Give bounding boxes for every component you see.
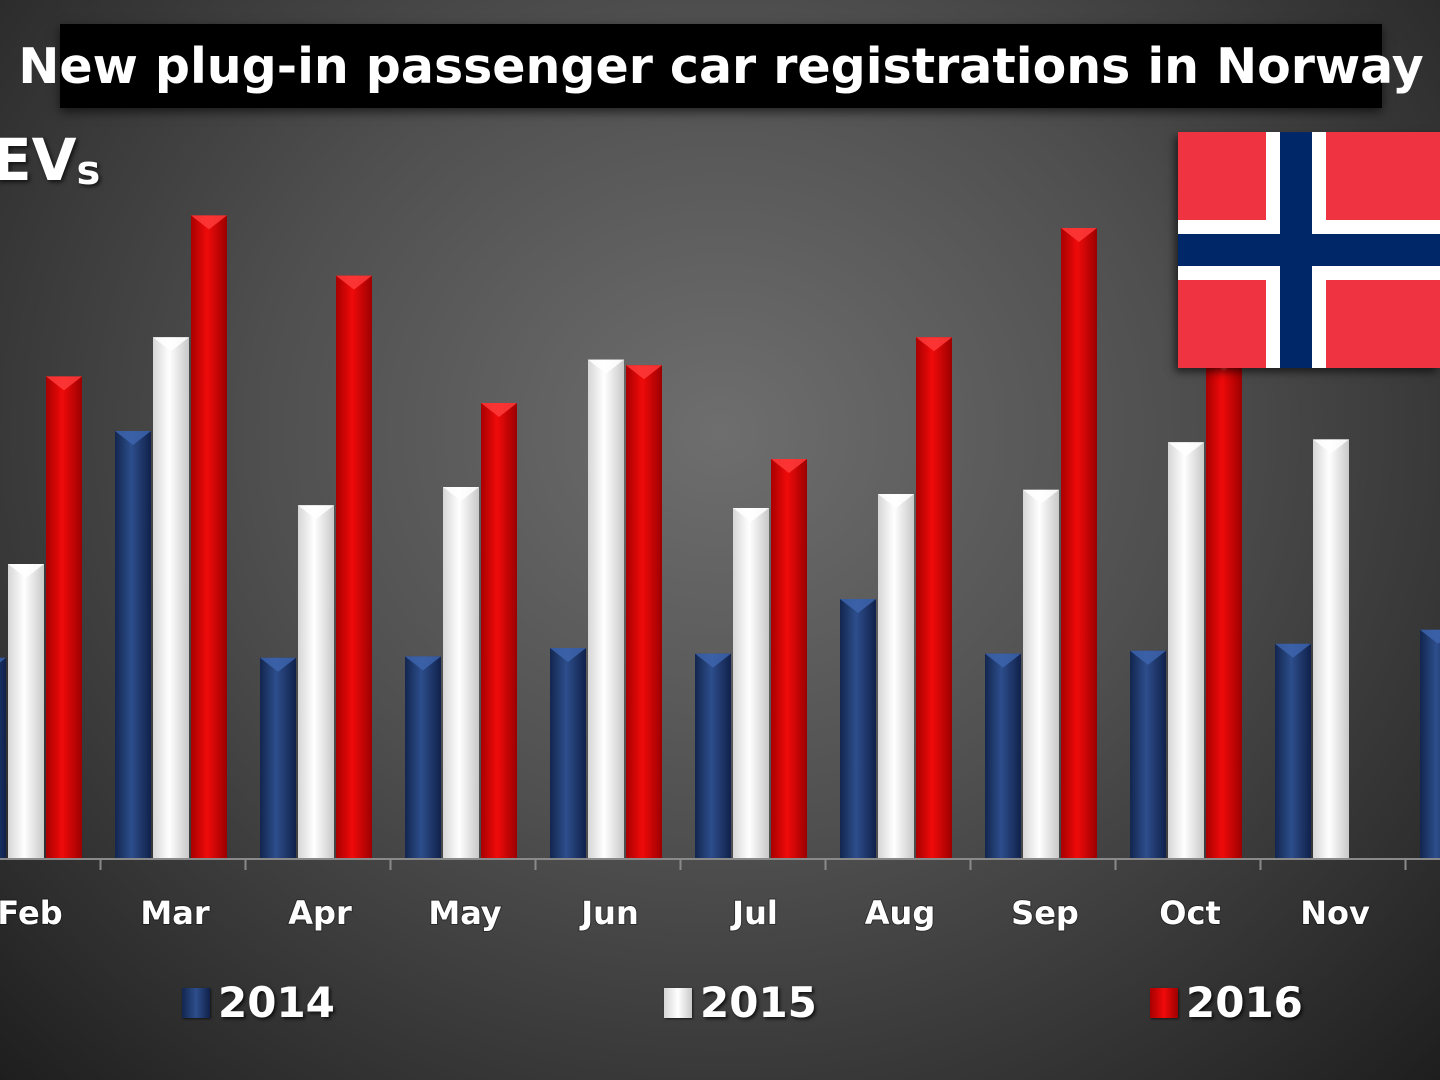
legend-label-2014: 2014 [218,978,335,1027]
x-tick-label-jun: Jun [579,894,638,932]
bar-2015-nov [1313,439,1349,858]
x-tick-label-may: May [428,894,501,932]
legend-swatch-2016 [1150,987,1178,1018]
chart-title: New plug-in passenger car registrations … [18,37,1424,95]
brand-logo-text: EV [0,126,77,194]
bar-2016-jul [771,459,807,858]
bar-2015-aug [878,494,914,858]
bar-2015-oct [1168,442,1204,858]
legend-swatch-2015 [664,987,692,1018]
bar-2015-mar [153,337,189,858]
bar-2016-sep [1061,228,1097,858]
bar-2016-may [481,403,517,858]
bar-2015-jul [733,508,769,858]
legend-label-2015: 2015 [700,978,817,1027]
x-tick-label-apr: Apr [288,894,352,932]
bar-2016-jun [626,365,662,858]
legend-item-2015: 2015 [664,978,817,1027]
x-tick-label-nov: Nov [1300,894,1370,932]
bar-2014-jul [695,653,731,858]
bar-2014-feb [0,657,6,858]
bar-2016-apr [336,275,372,859]
chart-legend: 2014 2015 2016 [0,978,1440,1030]
bar-2015-jun [588,359,624,858]
bar-2014-sep [985,653,1021,858]
brand-logo-sub: s [76,148,101,194]
norway-flag-icon [1178,132,1440,368]
bar-2014-aug [840,599,876,858]
chart-title-box: New plug-in passenger car registrations … [18,24,1424,108]
x-tick-label-aug: Aug [865,894,935,932]
bar-2014-nov [1275,643,1311,858]
bar-2014-oct [1130,650,1166,858]
bar-2016-mar [191,215,227,858]
bar-2015-feb [8,564,44,858]
bar-2015-apr [298,505,334,858]
bar-2016-feb [46,376,82,858]
bar-2014-may [405,656,441,858]
legend-item-2014: 2014 [182,978,335,1027]
x-tick-label-mar: Mar [140,894,209,932]
bar-2016-oct [1206,356,1242,858]
x-tick-label-oct: Oct [1159,894,1220,932]
x-tick-label-jul: Jul [730,894,778,932]
bar-2015-sep [1023,489,1059,858]
bar-2014-mar [115,431,151,858]
bar-2014-apr [260,657,296,858]
bar-2014-jun [550,648,586,858]
legend-swatch-2014 [182,987,210,1018]
bar-2014-dec [1420,629,1440,858]
legend-item-2016: 2016 [1150,978,1303,1027]
bar-2015-may [443,487,479,858]
bar-2016-aug [916,337,952,858]
legend-label-2016: 2016 [1186,978,1303,1027]
x-tick-label-sep: Sep [1011,894,1079,932]
x-tick-label-feb: Feb [0,894,63,932]
brand-logo: EVs [0,126,100,194]
